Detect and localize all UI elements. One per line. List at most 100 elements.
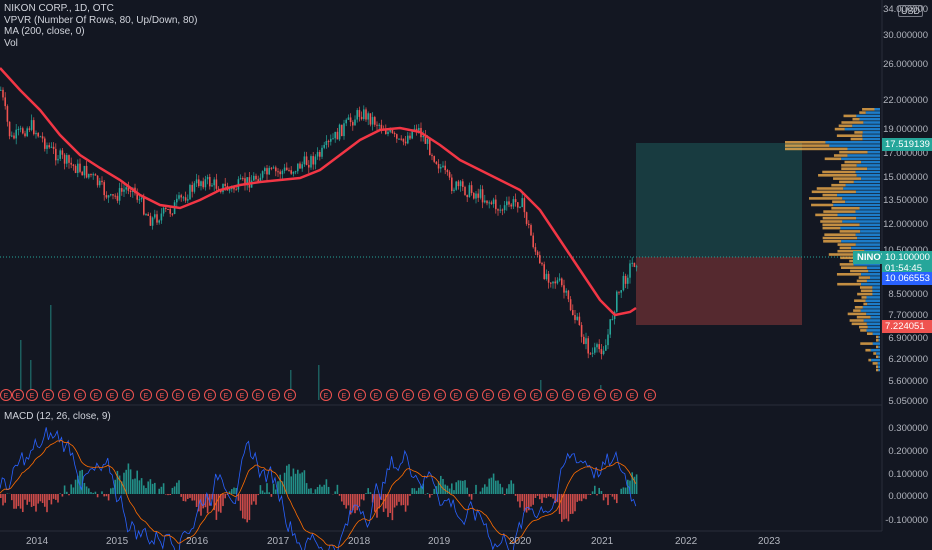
ma-indicator-label[interactable]: MA (200, close, 0) — [4, 26, 85, 37]
macd-histogram-bar — [202, 494, 204, 509]
volume-profile-bar-down — [818, 174, 857, 177]
macd-histogram-bar — [127, 463, 130, 494]
candle — [433, 156, 435, 162]
candle — [96, 175, 99, 186]
volume-profile-bar-down — [844, 160, 862, 164]
macd-histogram-bar — [270, 494, 273, 497]
candle — [435, 161, 438, 164]
candle — [145, 214, 147, 216]
volume-profile-bar-up — [866, 329, 880, 332]
candle — [222, 183, 224, 193]
candle — [534, 247, 537, 252]
macd-histogram-bar — [512, 483, 515, 494]
earnings-marker — [354, 389, 366, 401]
macd-indicator-label[interactable]: MACD (12, 26, close, 9) — [4, 411, 111, 422]
macd-histogram-bar — [528, 494, 530, 511]
candle — [391, 129, 394, 133]
macd-histogram-bar — [488, 478, 490, 494]
volume-profile-bar-down — [841, 121, 864, 124]
candle — [422, 135, 424, 138]
volume-profile-bar-down — [854, 131, 863, 134]
time-axis-tick: 2018 — [348, 536, 371, 547]
macd-histogram-bar — [391, 494, 394, 521]
macd-histogram-bar — [411, 488, 413, 494]
macd-histogram-bar — [22, 494, 24, 513]
candle — [41, 136, 44, 139]
candle — [565, 290, 567, 293]
candle — [609, 319, 611, 335]
candle — [442, 165, 444, 168]
macd-histogram-bar — [598, 487, 600, 494]
macd-histogram-bar — [437, 481, 440, 494]
candle — [187, 199, 189, 201]
macd-histogram-bar — [481, 487, 484, 494]
candle — [301, 164, 303, 169]
macd-histogram-bar — [503, 494, 506, 496]
macd-histogram-bar — [237, 494, 240, 501]
volume-profile-bar-down — [839, 180, 854, 184]
macd-histogram-bar — [228, 491, 231, 494]
macd-histogram-bar — [66, 491, 68, 494]
candle — [539, 255, 541, 264]
macd-histogram-bar — [118, 475, 121, 494]
macd-histogram-bar — [279, 474, 281, 494]
candle — [180, 195, 182, 198]
volume-profile-bar-down — [865, 348, 871, 352]
volume-profile-bar-down — [863, 302, 868, 306]
macd-histogram-bar — [292, 468, 295, 494]
macd-histogram-bar — [103, 494, 105, 497]
volume-profile-bar-down — [820, 220, 843, 223]
volume-profile-bar-down — [859, 286, 873, 289]
volume-profile-bar-down — [876, 335, 879, 339]
macd-histogram-bar — [134, 478, 136, 494]
candle — [475, 193, 477, 199]
macd-histogram-bar — [314, 489, 317, 494]
macd-histogram-bar — [389, 494, 391, 514]
volume-profile-bar-down — [837, 249, 865, 253]
candle — [281, 170, 284, 175]
candle — [572, 310, 574, 316]
macd-histogram-bar — [261, 490, 264, 494]
candle — [400, 138, 402, 140]
currency-badge[interactable]: USD — [898, 5, 924, 17]
candle — [611, 319, 614, 321]
macd-histogram-bar — [506, 488, 508, 494]
earnings-marker-label: E — [144, 393, 149, 400]
candle — [543, 264, 545, 279]
macd-histogram-bar — [349, 494, 352, 515]
macd-histogram-bar — [110, 488, 112, 494]
candle — [297, 163, 299, 172]
volume-profile-bar-up — [863, 319, 880, 322]
candle — [464, 186, 466, 195]
macd-histogram-bar — [378, 494, 380, 509]
macd-histogram-bar — [224, 494, 226, 499]
volume-profile-bar-up — [865, 111, 880, 114]
candle — [506, 201, 508, 206]
volume-profile-bar-up — [855, 210, 880, 213]
candle — [52, 146, 55, 149]
candle — [594, 347, 596, 353]
candle — [127, 187, 130, 191]
candle — [61, 150, 64, 155]
volume-profile-bar-down — [859, 111, 866, 114]
volume-profile-bar-up — [855, 190, 880, 194]
vpvr-indicator-label[interactable]: VPVR (Number Of Rows, 80, Up/Down, 80) — [4, 14, 198, 26]
candle — [123, 189, 125, 192]
volume-indicator-label[interactable]: Vol — [4, 37, 18, 49]
macd-histogram-bar — [52, 494, 55, 499]
earnings-marker — [450, 389, 462, 401]
candle — [349, 117, 352, 123]
candle — [490, 202, 493, 204]
macd-histogram-bar — [517, 494, 519, 502]
candle — [319, 151, 321, 157]
macd-histogram-bar — [77, 475, 79, 494]
volume-profile-bar-up — [862, 134, 880, 137]
earnings-marker — [122, 389, 134, 401]
macd-histogram-bar — [178, 480, 180, 494]
candle — [35, 132, 37, 135]
symbol-title[interactable]: NIKON CORP., 1D, OTC — [4, 3, 114, 14]
volume-profile-bar-down — [841, 167, 868, 170]
macd-histogram-bar — [85, 486, 88, 494]
